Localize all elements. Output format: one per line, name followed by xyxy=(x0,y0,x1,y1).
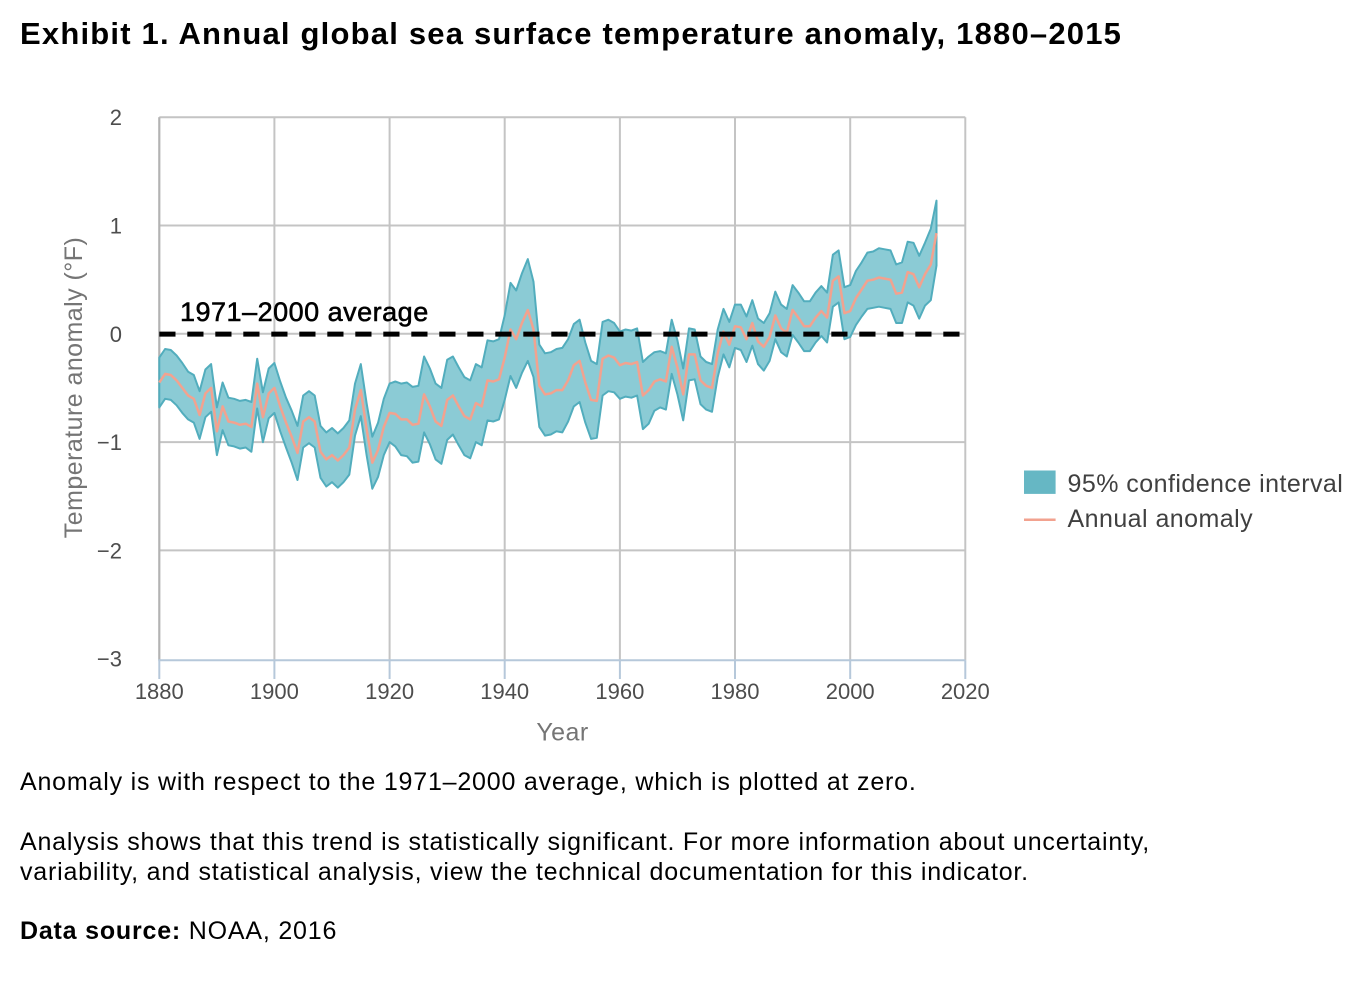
svg-text:Annual anomaly: Annual anomaly xyxy=(1068,505,1254,533)
svg-text:1980: 1980 xyxy=(711,679,760,704)
svg-text:1900: 1900 xyxy=(250,679,299,704)
svg-text:Analysis shows that this trend: Analysis shows that this trend is statis… xyxy=(20,828,1150,856)
svg-text:Data source: NOAA, 2016: Data source: NOAA, 2016 xyxy=(20,917,337,945)
svg-text:1971–2000 average: 1971–2000 average xyxy=(180,297,429,327)
svg-text:Temperature anomaly (°F): Temperature anomaly (°F) xyxy=(60,237,88,538)
svg-text:−2: −2 xyxy=(97,538,122,563)
svg-text:−3: −3 xyxy=(97,647,122,672)
svg-text:1880: 1880 xyxy=(135,679,184,704)
svg-text:1940: 1940 xyxy=(480,679,529,704)
svg-text:0: 0 xyxy=(110,322,122,347)
svg-text:1960: 1960 xyxy=(595,679,644,704)
svg-text:variability, and statistical a: variability, and statistical analysis, v… xyxy=(20,858,1029,886)
svg-text:2: 2 xyxy=(110,105,122,130)
svg-text:1920: 1920 xyxy=(365,679,414,704)
svg-text:Year: Year xyxy=(536,719,588,747)
svg-text:2020: 2020 xyxy=(941,679,990,704)
svg-text:Exhibit 1. Annual global sea s: Exhibit 1. Annual global sea surface tem… xyxy=(20,16,1122,51)
svg-text:2000: 2000 xyxy=(826,679,875,704)
svg-text:95% confidence interval: 95% confidence interval xyxy=(1068,470,1344,498)
svg-text:−1: −1 xyxy=(97,430,122,455)
svg-text:1: 1 xyxy=(110,214,122,239)
svg-text:Anomaly is with respect to the: Anomaly is with respect to the 1971–2000… xyxy=(20,768,917,796)
